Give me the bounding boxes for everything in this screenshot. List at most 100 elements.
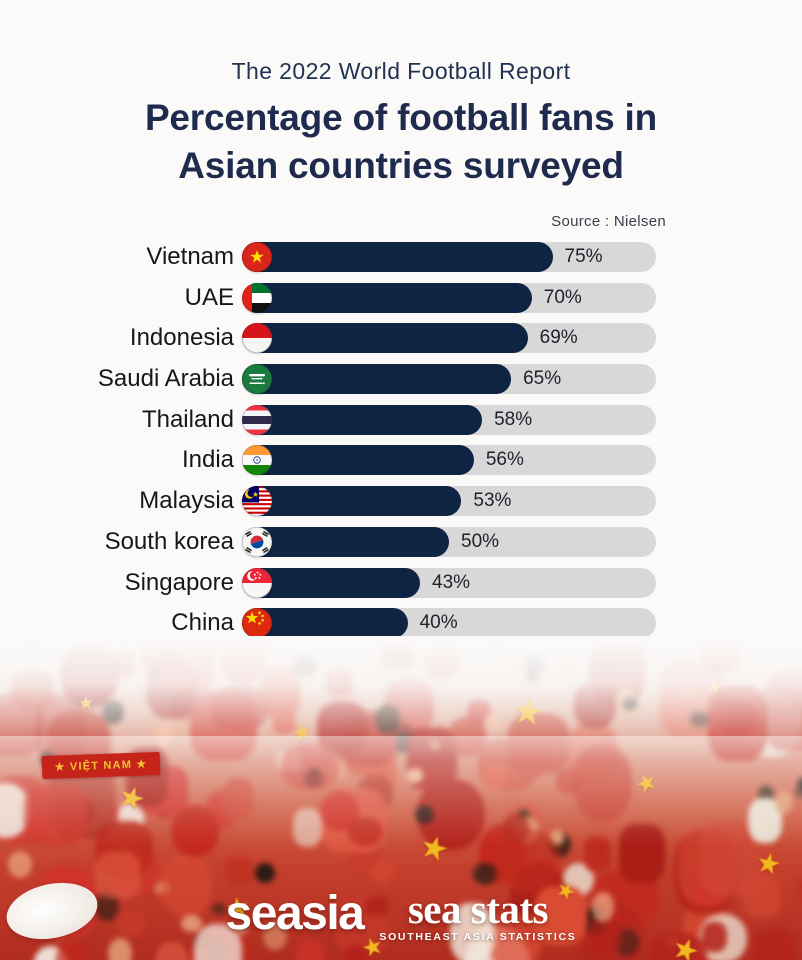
crowd-blob [347,817,383,846]
bar [242,404,483,435]
country-label: Vietnam [146,243,234,270]
crowd-blob [116,909,146,937]
crowd-blob [237,924,248,934]
bar-track: 65% [242,364,656,395]
malaysia-flag-icon [242,486,272,517]
bar-track: 56% [242,445,656,476]
crowd-blob [364,897,388,917]
chart-row: Malaysia 53% [20,486,676,517]
bar-track: 53% [242,486,656,517]
chart-row: Singapore 43% [20,567,676,598]
thailand-flag-icon [242,404,272,435]
bar [242,445,474,476]
vietnam-flag-icon [242,242,272,272]
china-flag-icon [242,608,272,639]
percent-label: 53% [473,490,512,512]
crowd-blob [226,857,253,884]
chart-row: Vietnam 75% [20,242,676,272]
country-label: UAE [184,283,234,311]
country-label: China [171,609,234,637]
crowd-blob [496,829,561,894]
crowd-blob [95,892,120,922]
bar [242,486,462,517]
crowd-blob [154,941,188,960]
bar [242,323,528,354]
crowd-blob [292,808,322,848]
chart-row: India 56% [20,445,676,476]
crowd-blob [753,929,795,960]
bar [242,242,553,272]
crowd-photo: ★★★★★★★★★★★★ ★ VIỆT NAM ★ seasia sea sta… [0,636,802,960]
crowd-blob [255,862,276,884]
crowd-blob [222,777,253,821]
chart-row: UAE 70% [20,282,676,313]
title-line-2: Asian countries surveyed [178,145,624,186]
indonesia-flag-icon [242,323,272,354]
percent-label: 75% [564,246,603,267]
south-korea-flag-icon [242,526,272,557]
bar-track: 58% [242,404,656,435]
vietnam-banner: ★ VIỆT NAM ★ [41,751,161,780]
crowd-blob [407,767,423,784]
crowd-blob [473,863,497,885]
crowd-blob [370,859,394,884]
crowd-blob [583,836,611,873]
seasia-logo: seasia [225,887,365,940]
crowd-blob [7,851,32,878]
crowd-blob [619,824,665,884]
crowd-blob [648,932,708,960]
crowd-blob [171,805,219,857]
percent-label: 58% [494,408,533,430]
crowd-blob [344,945,371,960]
source-note: Source : Nielsen [551,213,666,230]
country-label: Thailand [141,405,234,433]
seastats-wordmark: sea stats [407,886,549,932]
chart-row: Saudi Arabia 65% [20,364,676,395]
percent-label: 43% [432,571,471,593]
country-label: South korea [104,527,234,555]
bar [242,526,449,557]
bar-track: 50% [242,526,656,557]
brand-bar: seasia sea stats SOUTHEAST ASIA STATISTI… [0,886,802,943]
bar-chart: Vietnam 75% UAE 70% Indonesia 69% [20,242,676,730]
photo-top-fade [0,636,802,761]
percent-label: 69% [539,327,578,349]
india-flag-icon [242,445,272,476]
title-line-1: Percentage of football fans in [144,97,658,138]
crowd-blob [592,891,615,923]
crowd-blob [774,790,793,815]
crowd-blob [415,805,435,825]
bar-track: 70% [242,282,656,313]
seastats-logo: sea stats SOUTHEAST ASIA STATISTICS [379,886,576,943]
bar-track: 43% [242,567,656,598]
crowd-blob [193,923,242,960]
country-label: Saudi Arabia [97,365,234,393]
crowd-blob [108,937,133,960]
percent-label: 56% [485,449,524,471]
crowd-blob [263,921,287,950]
saudi-arabia-flag-icon [242,364,272,395]
crowd-blob [487,913,542,960]
crowd-blob [296,939,325,960]
singapore-flag-icon [242,567,272,598]
crowd-blob [534,886,588,945]
bar-track: 75% [242,242,656,272]
crowd-blob [211,902,227,916]
chart-row: Thailand 58% [20,404,676,435]
crowd-blob [484,763,507,791]
bar [242,282,532,313]
percent-label: 50% [461,530,500,552]
crowd-blob [56,941,89,960]
country-label: India [181,446,234,474]
country-label: Malaysia [139,487,234,515]
crowd-blob [588,915,622,954]
bar [242,364,512,395]
crowd-blob [180,914,203,933]
country-label: Singapore [124,568,234,596]
uae-flag-icon [242,282,272,313]
crowd-blob [95,852,141,900]
page-title: Percentage of football fans in Asian cou… [0,94,802,190]
percent-label: 65% [523,368,562,390]
report-kicker: The 2022 World Football Report [231,58,571,84]
